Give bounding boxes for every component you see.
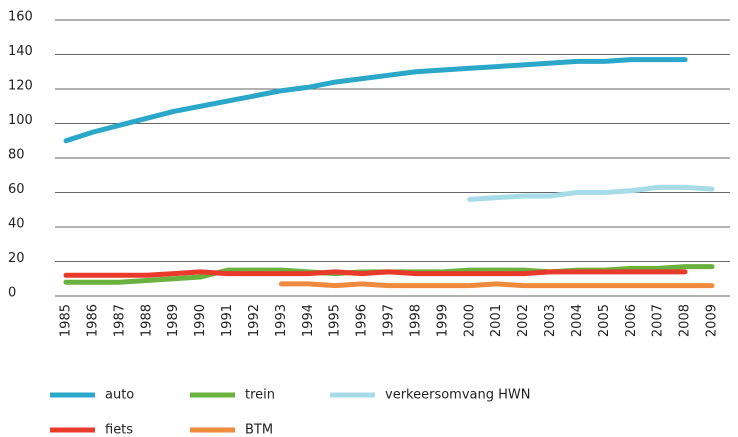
x-tick-label: 1999	[435, 304, 450, 337]
y-tick-label: 40	[8, 217, 25, 232]
x-tick-label: 1986	[85, 304, 100, 337]
x-tick-label: 1985	[59, 304, 74, 337]
y-tick-label: 120	[8, 79, 33, 94]
x-tick-label: 1996	[355, 304, 370, 337]
x-tick-label: 2003	[543, 304, 558, 337]
legend-label: auto	[105, 388, 134, 403]
series-line	[278, 281, 715, 289]
x-tick-label: 1994	[301, 304, 316, 337]
series-line	[63, 57, 688, 144]
x-tick-label: 2008	[678, 304, 693, 337]
x-tick-label: 2009	[705, 304, 720, 337]
legend-label: verkeersomvang HWN	[385, 388, 530, 403]
legend-label: BTM	[245, 423, 273, 437]
x-tick-label: 1993	[274, 304, 289, 337]
y-tick-label: 60	[8, 182, 25, 197]
y-tick-label: 100	[8, 113, 33, 128]
x-tick-label: 2007	[651, 304, 666, 337]
x-tick-label: 2001	[489, 304, 504, 337]
legend-label: trein	[245, 388, 275, 403]
x-tick-label: 1998	[408, 304, 423, 337]
x-tick-label: 1989	[166, 304, 181, 337]
series-line	[63, 269, 688, 278]
x-tick-label: 1995	[328, 304, 343, 337]
x-tick-label: 2002	[516, 304, 531, 337]
y-tick-label: 20	[8, 251, 25, 266]
x-tick-label: 1992	[247, 304, 262, 337]
x-tick-label: 1988	[139, 304, 154, 337]
x-tick-label: 2004	[570, 304, 585, 337]
x-tick-label: 1997	[382, 304, 397, 337]
x-tick-label: 1990	[193, 304, 208, 337]
x-tick-label: 2000	[462, 304, 477, 337]
legend-label: fiets	[105, 423, 133, 437]
y-tick-label: 0	[8, 286, 16, 301]
x-tick-label: 2005	[597, 304, 612, 337]
series-line	[467, 184, 715, 202]
y-tick-label: 160	[8, 10, 33, 25]
x-tick-label: 1991	[220, 304, 235, 337]
x-tick-label: 1987	[112, 304, 127, 337]
y-tick-label: 80	[8, 148, 25, 163]
y-tick-label: 140	[8, 44, 33, 59]
x-tick-label: 2006	[624, 304, 639, 337]
